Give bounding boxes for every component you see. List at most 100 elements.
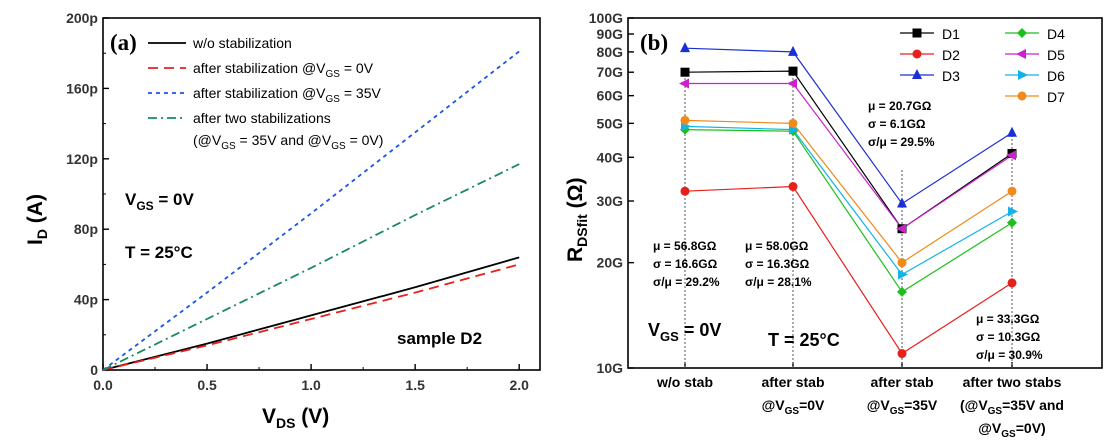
stat-sigma-3: σ = 6.1GΩ: [868, 117, 926, 131]
data-point-D2: [1007, 278, 1017, 288]
category-label-4-line2: (@VGS=35V and: [960, 397, 1064, 417]
y-tick-label: 80p: [74, 221, 98, 237]
plot-a-xlabel: VDS (V): [262, 405, 329, 431]
legend-label-4: after two stabilizations: [193, 110, 331, 126]
data-point-D6: [1008, 206, 1018, 217]
stat-mu-1: μ = 56.8GΩ: [653, 239, 717, 253]
series-line-1: [102, 256, 520, 371]
plot-b-guides: [684, 70, 1013, 368]
legend-label-D3: D3: [942, 68, 960, 84]
data-point-D5: [787, 78, 797, 89]
series-line-4: [102, 163, 520, 371]
y-tick-label: 200p: [66, 10, 98, 26]
legend-marker-D4: [1017, 28, 1027, 38]
x-tick-label: 0.0: [93, 377, 113, 393]
legend-label-D2: D2: [942, 47, 960, 63]
data-point-D1: [788, 66, 798, 76]
legend-label-D4: D4: [1047, 26, 1065, 42]
legend-label-4-line2: (@VGS = 35V and @VGS = 0V): [193, 132, 383, 152]
y-tick-label: 20G: [597, 255, 624, 271]
legend-label-2: after stabilization @VGS = 0V: [193, 60, 374, 80]
series-line-D7: [684, 119, 1013, 264]
series-line-D6: [684, 125, 1013, 276]
data-point-D5: [1006, 150, 1016, 161]
data-point-D4: [897, 286, 907, 297]
y-tick-label: 100G: [589, 10, 623, 26]
data-point-D7: [788, 118, 798, 128]
category-label-2-line1: after stab: [761, 374, 824, 390]
y-tick-label: 70G: [597, 64, 624, 80]
legend-label-D7: D7: [1047, 89, 1065, 105]
data-point-D5: [896, 223, 906, 234]
series-line-D1: [684, 70, 1013, 230]
stat-mu-3: μ = 20.7GΩ: [868, 99, 932, 113]
y-tick-label: 10G: [597, 360, 624, 376]
category-label-3-line1: after stab: [870, 374, 933, 390]
stat-mu-2: μ = 58.0GΩ: [745, 239, 809, 253]
legend-marker-D2: [912, 49, 922, 59]
data-point-D2: [680, 186, 690, 196]
y-tick-label: 0: [90, 362, 98, 378]
plot-b-frame: [627, 17, 1103, 369]
data-point-D7: [897, 258, 907, 268]
y-tick-label: 160p: [66, 80, 98, 96]
x-tick-label: 0.5: [197, 377, 217, 393]
legend-marker-D3: [912, 69, 922, 79]
category-label-1-line1: w/o stab: [656, 374, 713, 390]
data-point-D7: [680, 115, 690, 125]
plot-b-series: [679, 42, 1018, 359]
y-tick-label: 40p: [74, 292, 98, 308]
y-tick-label: 30G: [597, 193, 624, 209]
y-tick-label: 80G: [597, 44, 624, 60]
data-point-D2: [788, 182, 798, 192]
stat-sigma-4: σ = 10.3GΩ: [976, 330, 1041, 344]
legend-marker-D1: [912, 28, 922, 38]
data-point-D3: [1007, 126, 1017, 137]
panel-a: 0.0 0.5 1.0 1.5 2.0 0 40p 80p 120p 160p 200p (a) w…: [24, 10, 541, 431]
category-label-4-line1: after two stabs: [963, 374, 1062, 390]
plot-b-categories: w/o stab after stab @VGS=0V after stab @VGS=…: [656, 374, 1064, 440]
x-tick-label: 2.0: [509, 377, 529, 393]
y-tick-label: 40G: [597, 149, 624, 165]
stat-ratio-3: σ/μ = 29.5%: [868, 135, 935, 149]
y-tick-label: 60G: [597, 88, 624, 104]
stat-ratio-4: σ/μ = 30.9%: [976, 348, 1043, 362]
panel-a-label: (a): [110, 30, 137, 55]
plot-a-series: [102, 50, 520, 371]
plot-b-temp-annotation: T = 25°C: [768, 330, 840, 350]
series-line-D5: [685, 82, 1013, 230]
plot-a-ticks: 0.0 0.5 1.0 1.5 2.0 0 40p 80p 120p 160p 200p: [66, 10, 529, 393]
legend-label-3: after stabilization @VGS = 35V: [193, 85, 381, 105]
legend-marker-D7: [1017, 91, 1027, 101]
y-tick-label: 120p: [66, 151, 98, 167]
legend-marker-D6: [1018, 70, 1028, 80]
y-tick-label: 90G: [597, 26, 624, 42]
plot-a-vgs-annotation: VGS = 0V: [125, 190, 195, 213]
stat-ratio-2: σ/μ = 28.1%: [745, 275, 812, 289]
legend-label-D1: D1: [942, 26, 960, 42]
stat-ratio-1: σ/μ = 29.2%: [653, 275, 720, 289]
data-point-D5: [679, 78, 689, 89]
y-tick-label: 50G: [597, 115, 624, 131]
legend-marker-D5: [1016, 49, 1026, 59]
plot-a-sample-annotation: sample D2: [397, 329, 482, 348]
plot-a-ylabel: ID (A): [24, 194, 50, 245]
stat-sigma-2: σ = 16.3GΩ: [745, 257, 810, 271]
category-label-2-line2: @VGS=0V: [762, 397, 825, 417]
series-line-D3: [684, 47, 1013, 205]
data-point-D1: [680, 67, 690, 77]
data-point-D6: [898, 269, 908, 280]
data-point-D7: [1007, 186, 1017, 196]
stat-mu-4: μ = 33.3GΩ: [976, 312, 1040, 326]
series-line-2: [102, 263, 520, 371]
data-point-D3: [788, 45, 798, 56]
data-point-D3: [680, 42, 690, 53]
plot-a-temp-annotation: T = 25°C: [125, 243, 193, 262]
x-tick-label: 1.0: [301, 377, 321, 393]
plot-b-vgs-annotation: VGS = 0V: [648, 320, 721, 344]
legend-label-D5: D5: [1047, 47, 1065, 63]
data-point-D2: [897, 349, 907, 359]
